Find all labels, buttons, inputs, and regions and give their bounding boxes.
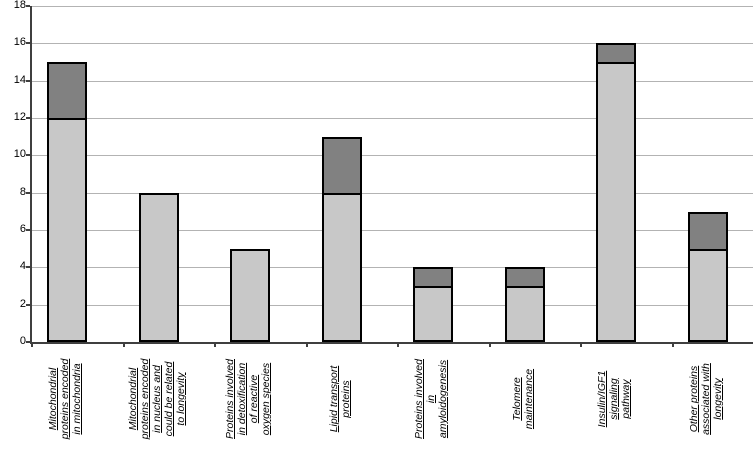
x-axis-label-cell: Telomere maintenance bbox=[477, 346, 569, 451]
x-axis-label-cell: Mitochondrial proteins encoded in mitoch… bbox=[19, 346, 111, 451]
x-axis-tick bbox=[397, 342, 399, 347]
x-axis-label: Other proteins associated with longevity bbox=[687, 362, 724, 435]
x-axis-label: Mitochondrial proteins encoded in mitoch… bbox=[47, 358, 83, 439]
y-axis-tick bbox=[26, 266, 30, 269]
y-axis-tick bbox=[26, 303, 30, 306]
y-axis-tick bbox=[26, 154, 30, 157]
bar-lower-segment bbox=[230, 249, 270, 342]
x-axis-tick bbox=[214, 342, 216, 347]
y-axis-tick-label: 18 bbox=[13, 0, 26, 11]
x-axis-label: Telomere maintenance bbox=[510, 368, 535, 429]
bar-upper-segment bbox=[47, 62, 87, 120]
x-axis-label: Insulin/IGF1 signaling pathway bbox=[596, 370, 632, 427]
x-axis-label-cell: Proteins involved in detoxification of r… bbox=[202, 346, 294, 451]
x-axis-label-cell: Proteins involved in amyloidogenesis bbox=[385, 346, 477, 451]
x-axis-label-cell: Other proteins associated with longevity bbox=[660, 346, 752, 451]
y-axis-tick-label: 16 bbox=[13, 36, 26, 49]
x-axis-label: Mitochondrial proteins encoded in nucleu… bbox=[126, 358, 187, 439]
bar-lower-segment bbox=[321, 193, 362, 342]
x-axis-label: Lipid transport proteins bbox=[327, 365, 352, 432]
x-axis-tick bbox=[580, 342, 582, 347]
x-axis-label: Proteins involved in amyloidogenesis bbox=[413, 358, 449, 439]
gridline bbox=[32, 192, 753, 194]
x-axis-tick bbox=[31, 342, 33, 347]
y-axis-tick bbox=[26, 341, 30, 343]
bar-lower-segment bbox=[504, 286, 545, 342]
x-axis-tick bbox=[488, 342, 491, 347]
gridline bbox=[32, 6, 753, 7]
bar-upper-segment bbox=[596, 43, 636, 64]
y-axis-tick bbox=[26, 229, 30, 231]
bar-upper-segment bbox=[504, 267, 545, 288]
gridline bbox=[32, 267, 753, 269]
gridline bbox=[32, 118, 753, 119]
x-axis-label: Proteins involved in detoxification of r… bbox=[224, 358, 272, 439]
y-axis-tick-label: 2 bbox=[19, 297, 26, 310]
bar-lower-segment bbox=[138, 193, 179, 342]
y-axis-tick-label: 12 bbox=[13, 111, 26, 123]
y-axis: 0 2 4 6 8 10 12 14 16 18 bbox=[0, 0, 26, 453]
y-axis-tick-label: 10 bbox=[13, 148, 26, 161]
y-axis-tick-label: 6 bbox=[19, 223, 26, 235]
bar-upper-segment bbox=[321, 137, 362, 195]
gridline bbox=[32, 155, 753, 157]
x-axis-tick bbox=[305, 342, 308, 347]
gridline bbox=[32, 43, 753, 45]
y-axis-tick bbox=[26, 42, 30, 45]
y-axis-tick bbox=[26, 117, 30, 119]
gridline bbox=[32, 304, 753, 306]
gridline bbox=[32, 230, 753, 231]
bar-lower-segment bbox=[596, 62, 636, 342]
y-axis-tick bbox=[26, 79, 30, 82]
x-axis: Mitochondrial proteins encoded in mitoch… bbox=[0, 346, 753, 453]
y-axis-tick-label: 8 bbox=[19, 185, 26, 198]
bar-lower-segment bbox=[47, 118, 87, 342]
y-axis-tick-label: 0 bbox=[19, 335, 26, 347]
plot-area bbox=[26, 5, 753, 347]
x-axis-label-cell: Insulin/IGF1 signaling pathway bbox=[568, 346, 660, 451]
y-axis-tick-label: 14 bbox=[13, 73, 26, 86]
bar-lower-segment bbox=[687, 249, 728, 342]
y-axis-tick-label: 4 bbox=[19, 260, 26, 273]
bar-upper-segment bbox=[413, 267, 453, 288]
y-axis-tick bbox=[26, 5, 30, 7]
x-axis-label-cell: Mitochondrial proteins encoded in nucleu… bbox=[111, 346, 203, 451]
gridline bbox=[32, 80, 753, 82]
x-axis-label-cell: Lipid transport proteins bbox=[294, 346, 386, 451]
bar-lower-segment bbox=[413, 286, 453, 342]
y-axis-tick bbox=[26, 191, 30, 194]
x-axis-tick bbox=[122, 342, 125, 347]
bar-upper-segment bbox=[687, 212, 728, 251]
x-axis-tick bbox=[671, 342, 674, 347]
